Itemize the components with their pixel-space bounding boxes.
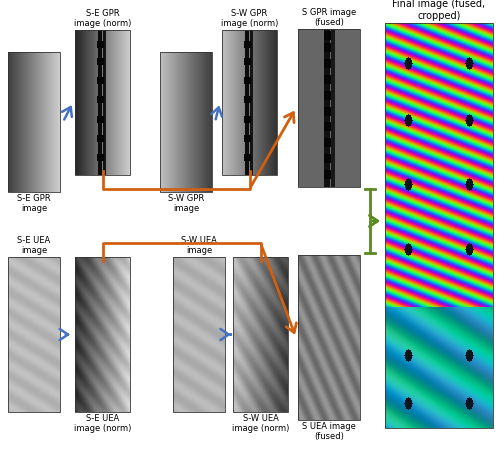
Text: S-E UEA
image (norm): S-E UEA image (norm) (74, 414, 131, 433)
Bar (160, 52, 212, 192)
Bar (222, 30, 277, 175)
Text: S-W UEA
image: S-W UEA image (181, 236, 217, 255)
Text: S UEA image
(fused): S UEA image (fused) (302, 422, 356, 441)
Text: S GPR image
(fused): S GPR image (fused) (302, 8, 356, 27)
Text: S-W GPR
image: S-W GPR image (168, 194, 204, 213)
Bar (75, 30, 130, 175)
Text: S-W UEA
image (norm): S-W UEA image (norm) (232, 414, 289, 433)
Text: S-W GPR
image (norm): S-W GPR image (norm) (221, 9, 278, 28)
Bar (298, 29, 360, 187)
Text: S-E GPR
image (norm): S-E GPR image (norm) (74, 9, 131, 28)
Bar (385, 23, 493, 428)
Text: S-E UEA
image: S-E UEA image (18, 236, 50, 255)
Bar (298, 255, 360, 420)
Bar (8, 52, 60, 192)
Bar (173, 257, 225, 412)
Bar (8, 257, 60, 412)
Bar (233, 257, 288, 412)
Bar (75, 257, 130, 412)
Text: Final image (fused,
cropped): Final image (fused, cropped) (392, 0, 486, 21)
Text: S-E GPR
image: S-E GPR image (17, 194, 51, 213)
